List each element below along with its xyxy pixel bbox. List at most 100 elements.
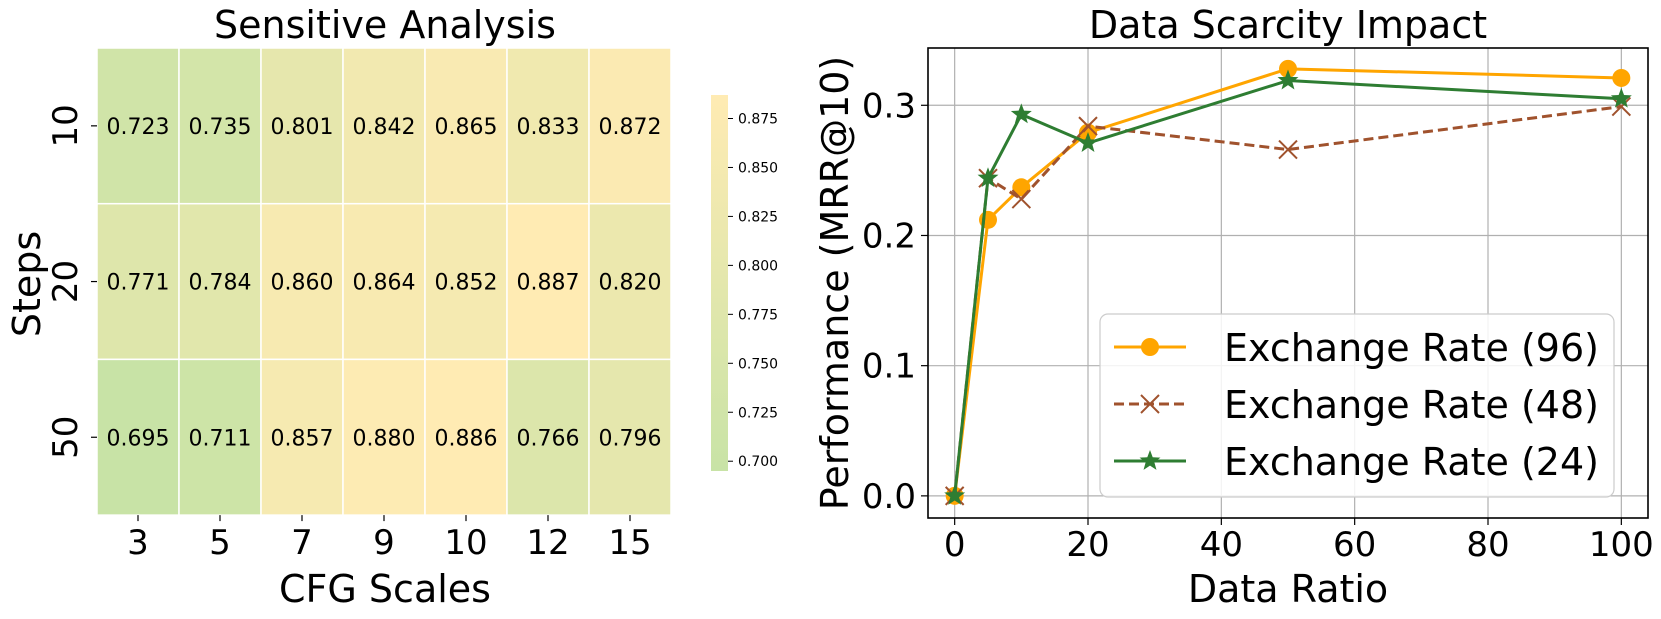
heatmap-cell bbox=[588, 202, 672, 361]
series-lines bbox=[944, 59, 1632, 506]
heatmap-value-label: 0.865 bbox=[435, 115, 498, 140]
heatmap-value-label: 0.766 bbox=[517, 426, 580, 451]
heatmap-cell bbox=[260, 202, 344, 361]
heatmap-y-tick-label: 20 bbox=[46, 260, 86, 303]
heatmap-value-label: 0.771 bbox=[107, 271, 170, 296]
heatmap-x-tick-label: 9 bbox=[373, 523, 395, 563]
legend-marker bbox=[1141, 338, 1159, 356]
line-chart-x-ticks: 0 20 40 60 80 100 bbox=[944, 518, 1654, 565]
heatmap-title: Sensitive Analysis bbox=[214, 3, 556, 47]
heatmap-cell bbox=[260, 358, 344, 516]
series-line bbox=[953, 67, 1622, 497]
heatmap-value-label: 0.711 bbox=[189, 426, 252, 451]
heatmap-cells bbox=[96, 47, 672, 516]
line-chart-y-tick-label: 0.0 bbox=[862, 477, 916, 517]
legend-box bbox=[1099, 313, 1615, 498]
data-point-marker bbox=[1078, 116, 1098, 136]
heatmap-x-tick-label: 12 bbox=[526, 523, 569, 563]
colorbar bbox=[711, 95, 728, 471]
colorbar-tick-label: 0.725 bbox=[738, 405, 778, 421]
line-chart-x-axis-label: Data Ratio bbox=[1188, 567, 1388, 611]
data-point-marker bbox=[1610, 87, 1632, 108]
line-chart-x-tick-label: 80 bbox=[1466, 525, 1509, 565]
heatmap-y-tick-label: 50 bbox=[46, 416, 86, 459]
legend-entry-label: Exchange Rate (48) bbox=[1224, 383, 1599, 427]
line-chart-y-tick-label: 0.3 bbox=[862, 86, 916, 126]
data-point-marker bbox=[944, 484, 966, 505]
heatmap-cell bbox=[342, 358, 426, 516]
legend-marker bbox=[1140, 394, 1160, 414]
heatmap-x-tick-label: 3 bbox=[127, 523, 149, 563]
line-chart-x-tick-label: 100 bbox=[1589, 525, 1654, 565]
heatmap-value-label: 0.796 bbox=[599, 426, 662, 451]
heatmap-value-label: 0.864 bbox=[353, 271, 416, 296]
line-chart-y-ticks: 0.0 0.1 0.2 0.3 bbox=[862, 86, 928, 517]
heatmap-value-label: 0.880 bbox=[353, 426, 416, 451]
plot-frame bbox=[927, 47, 1649, 519]
heatmap-x-tick-label: 5 bbox=[209, 523, 231, 563]
heatmap-value-label: 0.820 bbox=[599, 271, 662, 296]
heatmap-value-label: 0.695 bbox=[107, 426, 170, 451]
heatmap-cell bbox=[342, 47, 426, 205]
colorbar-ticks: 0.700 0.725 0.750 0.775 0.800 0.825 0.850 0.875 bbox=[728, 112, 778, 470]
heatmap-cell bbox=[506, 47, 590, 205]
heatmap-cell bbox=[424, 202, 508, 361]
data-point-marker bbox=[1012, 178, 1031, 197]
line-chart-y-tick-label: 0.2 bbox=[862, 216, 916, 256]
line-chart-panel: Data Scarcity Impact 0 20 40 60 80 100 0.0 0.1… bbox=[813, 3, 1654, 611]
heatmap-value-label: 0.872 bbox=[599, 115, 662, 140]
heatmap-cell bbox=[588, 358, 672, 516]
heatmap-value-label: 0.887 bbox=[517, 271, 580, 296]
heatmap-cell bbox=[342, 202, 426, 361]
data-point-marker bbox=[1077, 132, 1099, 152]
data-point-marker bbox=[1277, 69, 1299, 90]
series-line bbox=[953, 79, 1622, 497]
data-point-marker bbox=[1278, 139, 1298, 160]
colorbar-tick-label: 0.700 bbox=[738, 454, 778, 470]
heatmap-cell bbox=[96, 202, 180, 361]
colorbar-tick-label: 0.875 bbox=[738, 112, 778, 128]
line-chart-x-tick-label: 60 bbox=[1333, 525, 1376, 565]
heatmap-value-label: 0.857 bbox=[271, 426, 334, 451]
heatmap-value-label: 0.784 bbox=[189, 271, 252, 296]
data-point-marker bbox=[1279, 59, 1297, 78]
heatmap-value-label: 0.735 bbox=[189, 115, 252, 140]
heatmap-y-ticks: 10 20 50 bbox=[46, 104, 97, 459]
line-chart-x-tick-label: 0 bbox=[944, 525, 966, 565]
heatmap-x-tick-label: 10 bbox=[444, 523, 487, 563]
series-line bbox=[953, 105, 1622, 497]
legend-marker bbox=[1139, 450, 1161, 470]
heatmap-value-label: 0.852 bbox=[435, 271, 498, 296]
data-point-marker bbox=[1612, 68, 1631, 87]
heatmap-value-label: 0.801 bbox=[271, 115, 334, 140]
data-point-marker bbox=[977, 167, 999, 188]
heatmap-value-labels: 0.723 0.735 0.801 0.842 0.865 0.833 0.872 0.771… bbox=[107, 115, 662, 451]
heatmap-x-axis-label: CFG Scales bbox=[279, 567, 491, 611]
data-point-marker bbox=[1010, 103, 1032, 124]
heatmap-value-label: 0.860 bbox=[271, 271, 334, 296]
heatmap-x-ticks: 3 5 7 9 10 12 15 bbox=[127, 515, 652, 563]
heatmap-value-label: 0.842 bbox=[353, 115, 416, 140]
colorbar-tick-label: 0.800 bbox=[738, 258, 778, 274]
heatmap-cell bbox=[506, 202, 590, 361]
heatmap-cell bbox=[588, 47, 672, 205]
heatmap-y-tick-label: 10 bbox=[46, 104, 86, 147]
heatmap-value-label: 0.886 bbox=[435, 426, 498, 451]
line-chart-x-tick-label: 20 bbox=[1066, 525, 1109, 565]
line-chart-y-axis-label: Performance (MRR@10) bbox=[813, 56, 857, 510]
heatmap-value-label: 0.723 bbox=[107, 115, 170, 140]
colorbar-tick-label: 0.750 bbox=[738, 356, 778, 372]
colorbar-tick-label: 0.850 bbox=[738, 160, 778, 176]
data-point-marker bbox=[1611, 96, 1632, 117]
heatmap-panel: Sensitive Analysis 0.723 0.735 0.801 0.842 0… bbox=[5, 3, 778, 611]
legend-entry-label: Exchange Rate (24) bbox=[1224, 440, 1599, 484]
heatmap-cell bbox=[424, 47, 508, 205]
colorbar-tick-label: 0.775 bbox=[738, 307, 778, 323]
heatmap-value-label: 0.833 bbox=[517, 115, 580, 140]
heatmap-y-axis-label: Steps bbox=[5, 231, 49, 337]
heatmap-x-tick-label: 15 bbox=[608, 523, 651, 563]
colorbar-tick-label: 0.825 bbox=[738, 209, 778, 225]
line-chart-x-tick-label: 40 bbox=[1200, 525, 1243, 565]
legend: Exchange Rate (96) Exchange Rate (48) Exch… bbox=[1099, 313, 1615, 498]
